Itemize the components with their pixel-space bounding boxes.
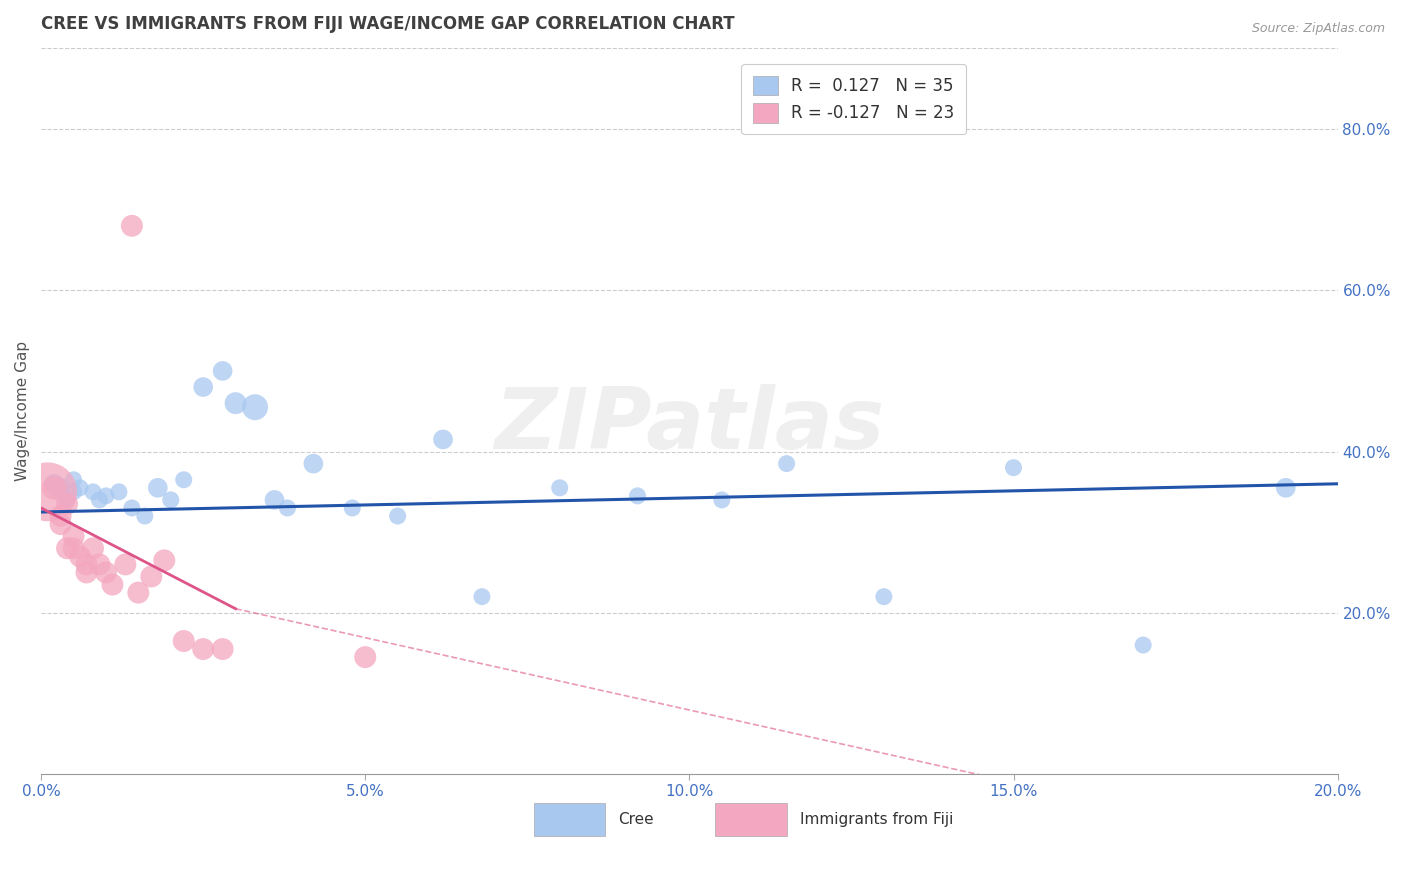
Point — [56, 497, 79, 511]
Point — [89, 558, 111, 572]
Point — [873, 590, 896, 604]
Point — [56, 492, 79, 507]
Point — [134, 509, 156, 524]
Point — [276, 500, 298, 515]
Point — [193, 642, 215, 657]
Point — [94, 566, 117, 580]
Text: Cree: Cree — [619, 812, 654, 827]
Point — [775, 457, 797, 471]
Point — [354, 650, 377, 665]
Text: Source: ZipAtlas.com: Source: ZipAtlas.com — [1251, 22, 1385, 36]
Point — [173, 473, 195, 487]
Point — [193, 380, 215, 394]
Point — [69, 549, 91, 564]
Point — [101, 577, 124, 591]
Point — [62, 473, 84, 487]
Point — [141, 569, 163, 583]
Point — [173, 634, 195, 648]
Point — [548, 481, 571, 495]
Point — [710, 492, 733, 507]
Point — [76, 566, 98, 580]
Point — [49, 481, 72, 495]
Point — [76, 558, 98, 572]
Point — [342, 500, 364, 515]
Text: Immigrants from Fiji: Immigrants from Fiji — [800, 812, 953, 827]
Point — [49, 484, 72, 499]
Point — [62, 541, 84, 556]
Point — [62, 484, 84, 499]
Point — [387, 509, 409, 524]
Point — [49, 517, 72, 532]
Point — [243, 401, 266, 415]
Y-axis label: Wage/Income Gap: Wage/Income Gap — [15, 341, 30, 482]
Point — [49, 509, 72, 524]
Point — [114, 558, 136, 572]
Text: CREE VS IMMIGRANTS FROM FIJI WAGE/INCOME GAP CORRELATION CHART: CREE VS IMMIGRANTS FROM FIJI WAGE/INCOME… — [41, 15, 735, 33]
Point — [37, 484, 59, 499]
Point — [146, 481, 169, 495]
Text: ZIPatlas: ZIPatlas — [495, 384, 884, 467]
Point — [211, 364, 233, 378]
FancyBboxPatch shape — [534, 803, 605, 836]
Point — [211, 642, 233, 657]
Point — [302, 457, 325, 471]
Point — [121, 219, 143, 233]
Point — [626, 489, 648, 503]
FancyBboxPatch shape — [716, 803, 786, 836]
Point — [42, 476, 65, 491]
Point — [69, 481, 91, 495]
Point — [471, 590, 494, 604]
Point — [263, 492, 285, 507]
Point — [94, 489, 117, 503]
Point — [432, 433, 454, 447]
Point — [127, 585, 149, 599]
Point — [56, 541, 79, 556]
Point — [89, 492, 111, 507]
Point — [62, 529, 84, 543]
Point — [1274, 481, 1296, 495]
Point — [108, 484, 131, 499]
Point — [1132, 638, 1154, 652]
Point — [225, 396, 247, 410]
Point — [82, 484, 104, 499]
Point — [42, 481, 65, 495]
Point — [1002, 460, 1025, 475]
Point — [121, 500, 143, 515]
Point — [159, 492, 181, 507]
Point — [153, 553, 176, 567]
Point — [82, 541, 104, 556]
Legend: R =  0.127   N = 35, R = -0.127   N = 23: R = 0.127 N = 35, R = -0.127 N = 23 — [741, 64, 966, 134]
